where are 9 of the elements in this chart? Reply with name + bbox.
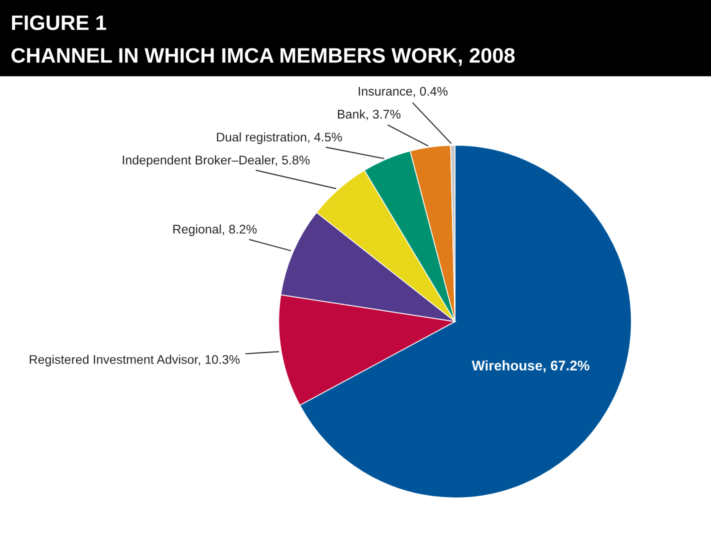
slice-label: Regional, 8.2%	[173, 224, 257, 236]
chart-subtitle: CHANNEL IN WHICH IMCA MEMBERS WORK, 2008	[12, 48, 515, 66]
slice-label: Dual registration, 4.5%	[216, 132, 342, 144]
slice-label: Wirehouse, 67.2%	[472, 360, 590, 372]
slice-label: Independent Broker–Dealer, 5.8%	[122, 155, 310, 167]
slice-label: Insurance, 0.4%	[358, 86, 448, 98]
slice-label: Registered Investment Advisor, 10.3%	[30, 354, 240, 366]
chart-title: FIGURE 1	[12, 15, 106, 30]
slice-label: Bank, 3.7%	[338, 109, 400, 120]
